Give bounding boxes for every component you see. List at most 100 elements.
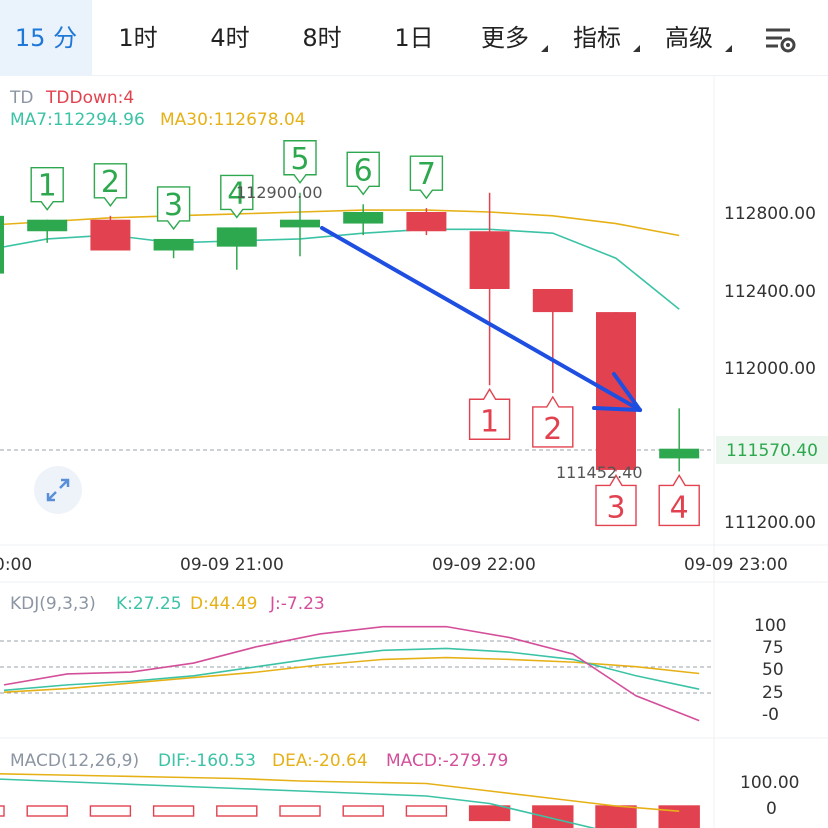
macd-y-tick: 100.00	[740, 773, 799, 793]
y-tick-label: 112800.00	[724, 204, 816, 224]
svg-text:3: 3	[164, 188, 183, 223]
candle-body	[27, 219, 68, 232]
macd-histogram-bar	[595, 805, 637, 828]
kdj-y-tick: 100	[754, 616, 786, 636]
tab-label: 8时	[302, 24, 342, 52]
expand-icon	[46, 478, 70, 502]
td-count-marker: 4	[220, 174, 254, 219]
kdj-y-tick: 25	[762, 683, 784, 703]
kdj-y-tick: 50	[762, 660, 784, 680]
high-price-label: 112900.00	[236, 183, 323, 202]
svg-text:1: 1	[38, 169, 57, 204]
tab-label: 指标	[573, 24, 621, 52]
macd-histogram-bar	[279, 805, 321, 817]
kdj-d-value: D:44.49	[190, 594, 258, 614]
kdj-y-tick: -0	[762, 705, 779, 725]
caret-down-icon	[633, 45, 640, 52]
candle-body	[216, 227, 257, 247]
td-count-marker: 7	[409, 155, 444, 200]
candle-body	[406, 212, 447, 232]
y-tick-label: 111200.00	[724, 513, 816, 533]
kdj-j-value: J:-7.23	[269, 594, 325, 614]
macd-histogram-bar	[26, 805, 68, 817]
td-count-marker: 4	[658, 474, 700, 527]
tab-8h[interactable]: 8时	[276, 0, 368, 76]
y-tick-label: 112400.00	[724, 282, 816, 302]
macd-dea-value: DEA:-20.64	[272, 751, 368, 771]
chart-settings-icon[interactable]	[760, 22, 800, 56]
kdj-k-line	[3, 647, 700, 692]
x-tick-label: 0:00	[0, 555, 32, 575]
trend-arrow-annotation[interactable]	[320, 226, 642, 412]
macd-histogram-bar	[89, 805, 132, 817]
tab-15min[interactable]: 15 分	[0, 0, 92, 76]
tab-4h[interactable]: 4时	[184, 0, 276, 76]
td-count-marker: 2	[532, 395, 574, 448]
current-price-tag	[716, 436, 828, 464]
trading-chart[interactable]: TD TDDown:4 MA7:112294.96 MA30:112678.04…	[0, 76, 828, 828]
svg-text:6: 6	[354, 153, 373, 188]
tab-label: 15 分	[14, 24, 78, 52]
kdj-d-line	[3, 656, 700, 693]
candle-body	[343, 212, 384, 224]
kdj-title: KDJ(9,3,3)	[10, 594, 96, 614]
candle-body	[659, 448, 700, 459]
macd-dea-line	[0, 773, 680, 812]
svg-text:2: 2	[543, 412, 562, 447]
ma30-value: MA30:112678.04	[160, 110, 306, 130]
macd-histogram-bar	[658, 805, 700, 828]
macd-histogram-bar	[0, 805, 5, 817]
macd-histogram-bar	[342, 805, 384, 817]
ma7-value: MA7:112294.96	[10, 110, 145, 130]
tab-label: 4时	[210, 24, 250, 52]
caret-down-icon	[541, 45, 548, 52]
svg-text:1: 1	[480, 404, 499, 439]
tab-advanced-dropdown[interactable]: 高级	[644, 0, 734, 76]
svg-text:2: 2	[101, 165, 120, 200]
td-count-marker: 5	[283, 140, 317, 184]
svg-text:4: 4	[670, 490, 689, 525]
tab-more-dropdown[interactable]: 更多	[460, 0, 550, 76]
macd-histogram-bar	[532, 805, 574, 828]
candle-body	[90, 219, 131, 251]
svg-text:5: 5	[290, 142, 309, 177]
tab-label: 1日	[394, 24, 434, 52]
td-indicator-label: TD	[9, 88, 33, 108]
expand-chart-button[interactable]	[34, 466, 82, 514]
caret-down-icon	[725, 45, 732, 52]
td-count-marker: 6	[346, 151, 380, 196]
candle-body	[280, 219, 320, 228]
tab-1d[interactable]: 1日	[368, 0, 460, 76]
macd-dif-value: DIF:-160.53	[158, 751, 256, 771]
tab-label: 高级	[665, 24, 713, 52]
timeframe-tab-bar: 15 分 1时 4时 8时 1日 更多 指标 高级	[0, 0, 828, 76]
tab-1h[interactable]: 1时	[92, 0, 184, 76]
kdj-y-tick: 75	[762, 638, 784, 658]
tab-indicators-dropdown[interactable]: 指标	[552, 0, 642, 76]
low-price-label: 111452.40	[556, 463, 643, 482]
td-count-marker: 1	[30, 167, 64, 211]
macd-histogram-value: MACD:-279.79	[386, 751, 508, 771]
macd-dif-line	[0, 778, 597, 828]
candle-body	[596, 312, 636, 470]
current-price-value: 111570.40	[726, 441, 818, 461]
svg-text:7: 7	[417, 157, 436, 192]
ma30-line	[0, 209, 680, 237]
td-count-marker: 2	[93, 163, 128, 208]
candle-body	[532, 289, 573, 313]
x-tick-label: 09-09 22:00	[432, 555, 536, 575]
macd-title: MACD(12,26,9)	[10, 751, 139, 771]
macd-histogram-bar	[405, 805, 448, 817]
svg-text:3: 3	[606, 490, 625, 525]
x-tick-label: 09-09 23:00	[684, 555, 788, 575]
macd-histogram-bar	[216, 805, 258, 817]
y-tick-label: 112000.00	[724, 359, 816, 379]
td-count-marker: 3	[595, 474, 637, 527]
svg-text:4: 4	[227, 176, 246, 211]
td-count-marker: 1	[468, 387, 511, 440]
kdj-k-value: K:27.25	[116, 594, 182, 614]
macd-y-tick: 0	[766, 799, 777, 819]
candle-body	[153, 238, 194, 251]
macd-histogram-bar	[468, 805, 511, 822]
td-count-marker: 3	[156, 186, 191, 231]
